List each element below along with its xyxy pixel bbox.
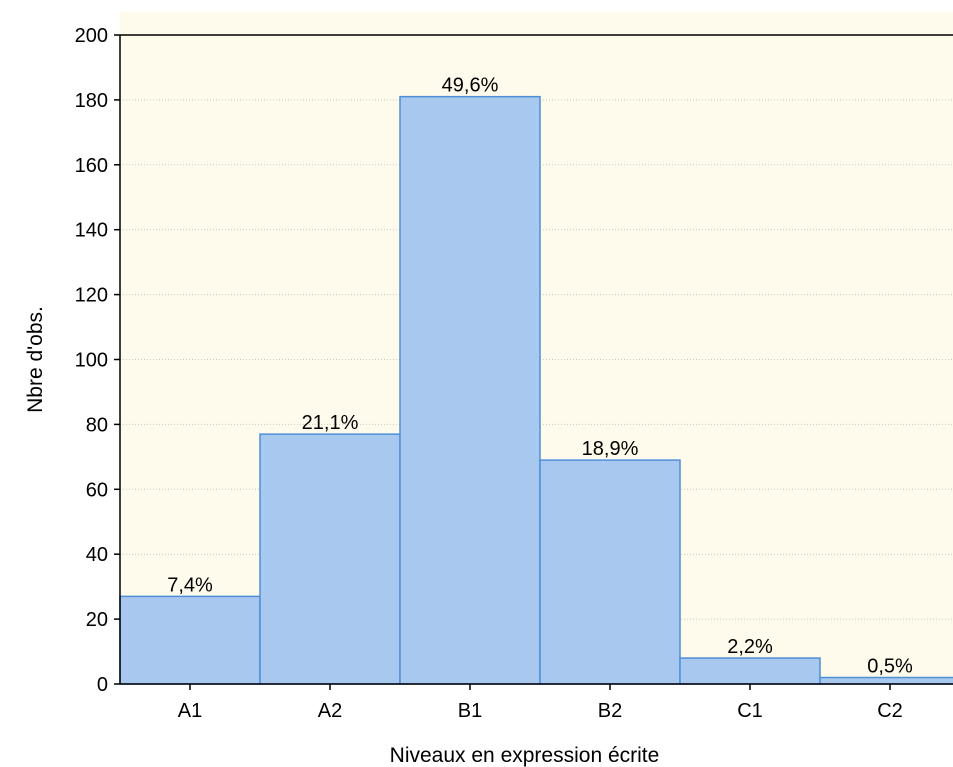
y-tick-label: 40 xyxy=(86,544,108,566)
bar-c1 xyxy=(679,657,821,685)
x-tick-labels: A1 A2 B1 B2 C1 C2 xyxy=(178,684,903,722)
y-tick-label: 0 xyxy=(97,674,108,696)
y-tick-label: 140 xyxy=(75,220,108,242)
y-tick-labels: 0 20 40 60 80 100 120 140 160 180 200 xyxy=(75,25,120,696)
x-tick-label: C2 xyxy=(877,700,903,722)
y-axis-title: Nbre d'obs. xyxy=(24,306,47,413)
x-tick-label: B2 xyxy=(598,700,622,722)
bar-c2 xyxy=(819,676,953,685)
data-label-c1: 2,2% xyxy=(727,636,773,658)
y-tick-label: 160 xyxy=(75,155,108,177)
y-tick-label: 180 xyxy=(75,90,108,112)
bar-a1 xyxy=(119,595,261,685)
data-label-a1: 7,4% xyxy=(167,574,213,596)
x-tick-label: A1 xyxy=(178,700,202,722)
y-tick-label: 120 xyxy=(75,285,108,307)
y-tick-label: 100 xyxy=(75,350,108,372)
x-tick-label: B1 xyxy=(458,700,482,722)
data-label-a2: 21,1% xyxy=(302,412,359,434)
bars xyxy=(119,95,953,685)
x-axis-title: Niveaux en expression écrite xyxy=(390,744,660,767)
data-label-b1: 49,6% xyxy=(442,75,499,97)
bar-a2 xyxy=(259,433,401,685)
data-label-b2: 18,9% xyxy=(582,438,639,460)
data-labels: 7,4% 21,1% 49,6% 18,9% 2,2% 0,5% xyxy=(167,75,913,678)
bar-b2 xyxy=(539,459,681,685)
x-tick-label: C1 xyxy=(737,700,763,722)
y-tick-label: 20 xyxy=(86,609,108,631)
y-tick-label: 80 xyxy=(86,414,108,436)
y-tick-label: 60 xyxy=(86,479,108,501)
bar-b1 xyxy=(399,95,541,685)
data-label-c2: 0,5% xyxy=(867,656,913,678)
y-tick-label: 200 xyxy=(75,25,108,47)
x-tick-label: A2 xyxy=(318,700,342,722)
